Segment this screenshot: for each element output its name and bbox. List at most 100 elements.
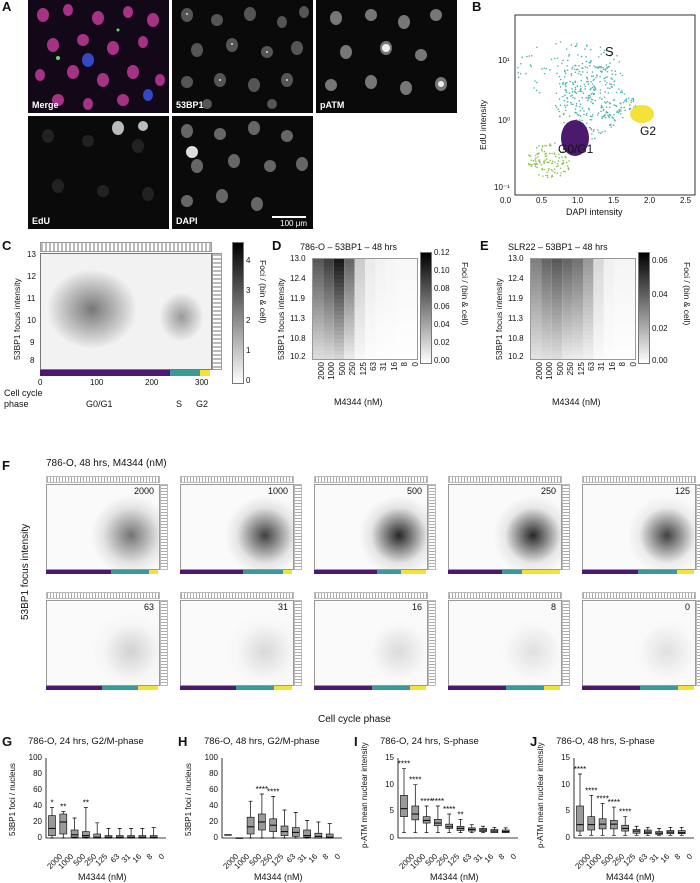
scale-bar-label: 100 μm (280, 219, 307, 228)
b-dot (590, 128, 593, 131)
heat-cell (562, 303, 573, 307)
b-dot (584, 88, 586, 90)
b-dot (574, 71, 577, 74)
heat-cell (624, 291, 635, 295)
heat-cell (572, 307, 583, 311)
f-panel-4-phase-s (638, 570, 677, 574)
f-panel-5-phase-g0g1 (46, 686, 102, 690)
c-ytick-0: 13 (27, 250, 36, 259)
b-dot (574, 80, 577, 83)
heat-cell (624, 259, 635, 263)
heat-cell (603, 295, 615, 299)
b-dot (609, 124, 611, 126)
b-dot (593, 93, 596, 95)
heat-cell (333, 295, 345, 299)
b-dot (574, 86, 577, 89)
heat-cell (313, 351, 324, 355)
heat-cell (583, 259, 594, 263)
heat-cell (603, 311, 615, 315)
heat-cell (562, 335, 573, 339)
heat-cell (572, 283, 583, 287)
edu-nuclei (42, 121, 154, 201)
heat-cell (572, 331, 583, 335)
b-dot (550, 168, 553, 171)
b-dot (553, 152, 556, 155)
b-dot (581, 107, 584, 110)
b-dot (559, 41, 562, 43)
heat-cell (396, 323, 407, 327)
c-cbar-tick-2: 2 (246, 316, 251, 325)
b-dot (593, 88, 595, 91)
b-dot (572, 83, 575, 86)
heat-cell (313, 299, 324, 303)
c-right-marginal (212, 253, 222, 370)
b-dot (606, 111, 609, 114)
b-dot (555, 42, 557, 45)
f-panel-3-top-marginal (448, 476, 562, 483)
heat-cell (354, 271, 365, 275)
heat-cell (333, 259, 345, 263)
b-dot (589, 118, 592, 121)
heat-cell (603, 355, 615, 359)
b-dot (589, 126, 592, 129)
box (445, 823, 454, 829)
b-dot (603, 77, 605, 80)
b-dot (594, 137, 596, 140)
b-dot (575, 102, 578, 105)
heat-cell (344, 267, 355, 271)
heat-cell (375, 339, 386, 343)
significance: ** (83, 799, 89, 808)
heat-cell (406, 323, 417, 327)
i-ylabel: p-ATM mean nuclear intensity (360, 742, 369, 848)
f-panel-5-phase-s (102, 686, 138, 690)
j-ytick-1: 10 (561, 779, 570, 789)
b-ylabel: EdU intensity (478, 99, 488, 150)
b-dot (571, 88, 573, 90)
significance: **** (432, 797, 444, 806)
heat-cell (541, 271, 552, 275)
b-dot (599, 80, 601, 83)
f-panel-1-phase-s (243, 570, 283, 574)
c-phase-g2 (200, 370, 210, 376)
heat-cell (572, 311, 583, 315)
b-dot (611, 73, 614, 75)
heat-cell (333, 347, 345, 351)
heat-cell (365, 291, 376, 295)
heat-cell (624, 351, 635, 355)
b-dot (594, 66, 597, 69)
b-dot (604, 130, 606, 133)
bp1-label: 53BP1 (176, 100, 204, 110)
heat-cell (344, 307, 355, 311)
d-cbar-tick-3: 0.06 (434, 302, 450, 311)
box (610, 820, 618, 830)
b-dot (584, 66, 587, 68)
heat-cell (551, 347, 563, 351)
f-panel-8-dose: 8 (550, 602, 556, 612)
heat-cell (572, 295, 583, 299)
heat-cell (396, 307, 407, 311)
b-dot (521, 56, 523, 59)
b-dot (535, 146, 538, 149)
box (576, 805, 584, 832)
significance: **** (398, 760, 410, 769)
h-title: 786-O, 48 hrs, G2/M-phase (204, 736, 320, 747)
heat-cell (333, 339, 345, 343)
b-dot (578, 99, 581, 102)
b-dot (623, 106, 625, 109)
b-dot (537, 152, 540, 155)
b-dot (605, 102, 607, 104)
heat-cell (344, 271, 355, 275)
c-phase-label-g2: G2 (196, 399, 209, 409)
f-panel-2-phase-g0g1 (314, 570, 377, 574)
b-dot (573, 90, 576, 93)
heat-cell (333, 335, 345, 339)
heat-cell (551, 299, 563, 303)
b-dot (600, 110, 602, 113)
significance: **** (443, 805, 455, 814)
d-xtick-3: 250 (348, 362, 358, 376)
heat-cell (603, 335, 615, 339)
heat-cell (365, 339, 376, 343)
heat-cell (323, 327, 334, 331)
f-panel-2-dose: 500 (406, 486, 422, 496)
heat-cell (603, 299, 615, 303)
